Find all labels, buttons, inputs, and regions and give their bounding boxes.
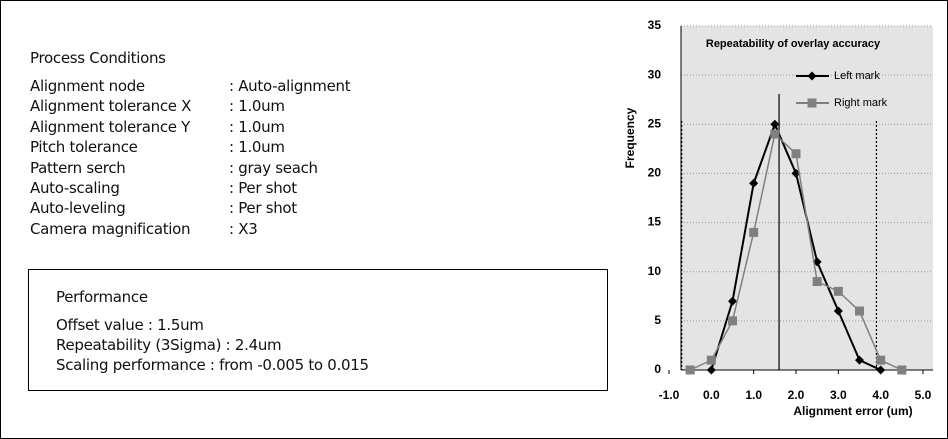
data-point: [791, 149, 801, 159]
x-tick-label: 4.0: [872, 388, 889, 402]
performance-box: Performance Offset value : 1.5um Repeata…: [28, 269, 608, 391]
condition-label: Alignment tolerance X: [30, 97, 192, 116]
x-tick-label: 1.0: [745, 388, 762, 402]
y-tick-label: 0: [654, 362, 661, 376]
data-point: [770, 129, 780, 139]
condition-row: Alignment tolerance X : 1.0um: [30, 97, 285, 115]
y-tick-label: 20: [648, 166, 662, 180]
chart-title: Repeatability of overlay accuracy: [706, 38, 881, 50]
condition-value: : 1.0um: [229, 138, 285, 157]
data-point: [749, 227, 759, 237]
performance-line: Offset value : 1.5um: [56, 316, 204, 334]
y-tick-label: 35: [648, 18, 662, 32]
legend-marker: [807, 98, 817, 108]
plot-background: [681, 26, 933, 370]
x-tick-label: 5.0: [915, 388, 932, 402]
y-axis-label: Frequency: [623, 107, 637, 168]
x-tick-label: 3.0: [830, 388, 847, 402]
data-point: [728, 296, 737, 306]
condition-row: Auto-scaling : Per shot: [30, 179, 297, 197]
data-point: [876, 355, 886, 365]
x-tick-label: -1.0: [659, 388, 680, 402]
condition-label: Pattern serch: [30, 158, 126, 177]
data-point: [770, 119, 780, 129]
condition-label: Alignment node: [30, 77, 145, 95]
y-tick-label: 15: [648, 215, 662, 229]
performance-line: Scaling performance : from -0.005 to 0.0…: [56, 356, 369, 374]
legend-label: Left mark: [834, 70, 880, 82]
section-title: Process Conditions: [30, 49, 166, 67]
data-point: [706, 355, 716, 365]
y-tick-label: 10: [648, 264, 662, 278]
condition-label: Pitch tolerance: [30, 138, 138, 157]
data-point: [855, 306, 864, 316]
condition-label: Auto-leveling: [30, 199, 126, 218]
condition-value: : X3: [229, 219, 258, 238]
y-tick-label: 5: [654, 313, 661, 327]
condition-value: : Per shot: [229, 199, 297, 218]
condition-label: Camera magnification: [30, 219, 191, 238]
condition-row: Alignment tolerance Y : 1.0um: [30, 118, 285, 136]
data-point: [685, 365, 695, 375]
data-point: [833, 306, 843, 316]
condition-value: : 1.0um: [229, 117, 285, 136]
condition-value: : gray seach: [229, 158, 318, 177]
condition-row: Auto-leveling : Per shot: [30, 199, 297, 217]
y-tick-label: 30: [648, 67, 662, 81]
performance-line: Repeatability (3Sigma) : 2.4um: [56, 336, 282, 354]
legend-marker: [807, 71, 817, 81]
x-tick-label: 0.0: [703, 388, 720, 402]
data-point: [833, 286, 843, 296]
x-tick-label: 2.0: [788, 388, 805, 402]
condition-value: : 1.0um: [229, 97, 285, 116]
condition-row: Camera magnification : X3: [30, 219, 258, 238]
condition-value: : Per shot: [229, 179, 297, 197]
data-point: [855, 355, 864, 365]
condition-row: Pitch tolerance : 1.0um: [30, 138, 285, 156]
data-point: [749, 178, 759, 188]
data-point: [876, 365, 886, 375]
y-tick-label: 25: [648, 116, 662, 130]
condition-label: Auto-scaling: [30, 179, 120, 197]
legend-label: Right mark: [834, 97, 888, 109]
condition-row: Alignment node : Auto-alignment: [30, 77, 351, 95]
data-point: [897, 365, 907, 375]
condition-value: : Auto-alignment: [229, 77, 351, 95]
data-point: [812, 277, 822, 287]
condition-row: Pattern serch : gray seach: [30, 159, 318, 177]
data-point: [728, 316, 737, 326]
x-axis-label: Alignment error (um): [793, 404, 912, 418]
section-title: Performance: [56, 288, 148, 306]
data-point: [706, 365, 716, 375]
condition-label: Alignment tolerance Y: [30, 117, 191, 136]
